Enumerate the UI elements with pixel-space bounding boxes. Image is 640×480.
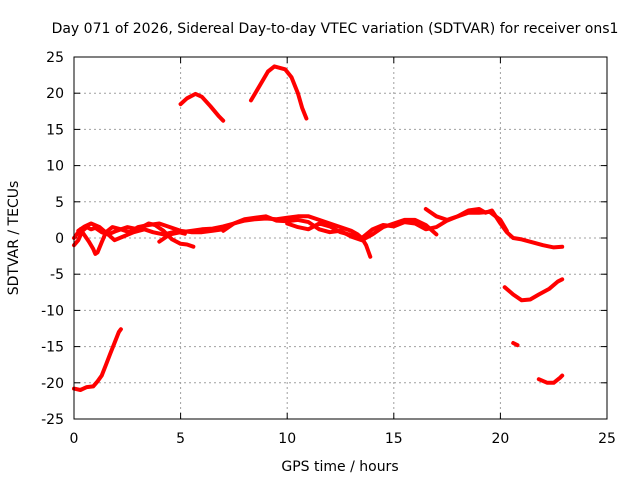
series-line-late-base: [423, 207, 565, 250]
series-line-base-f: [285, 209, 509, 240]
x-tick-label: 10: [278, 431, 296, 447]
x-tick-label: 15: [385, 431, 403, 447]
y-tick-label: -10: [41, 303, 64, 319]
series-line-base-d: [157, 214, 373, 259]
y-tick-label: 5: [55, 195, 64, 211]
series-line-late-low: [536, 373, 565, 385]
y-tick-labels: -25 -20 -15 -10 -5 0 5 10 15 20 25: [41, 50, 64, 428]
y-tick-label: 20: [46, 86, 64, 102]
y-tick-label: -15: [41, 340, 64, 356]
x-tick-label: 0: [70, 431, 79, 447]
data-series: [72, 64, 565, 392]
series-line-base-c: [76, 221, 187, 243]
x-tick-labels: 0 5 10 15 20 25: [70, 431, 616, 447]
x-tick-label: 20: [491, 431, 509, 447]
y-axis-label: SDTVAR / TECUs: [6, 181, 22, 296]
y-tick-label: 0: [55, 231, 64, 247]
x-tick-label: 25: [598, 431, 616, 447]
y-tick-label: -20: [41, 376, 64, 392]
series-line-late-dip: [502, 277, 565, 303]
y-tick-label: 25: [46, 50, 64, 66]
y-tick-label: 10: [46, 159, 64, 175]
x-axis-label: GPS time / hours: [281, 459, 398, 475]
grid-lines: [74, 57, 607, 419]
series-line-early-rise: [72, 327, 123, 392]
series-line-late-short: [511, 341, 520, 348]
series-line-mid-arc-2: [249, 64, 309, 121]
y-tick-label: -25: [41, 412, 64, 428]
plot-frame: [73, 56, 608, 420]
x-tick-label: 5: [176, 431, 185, 447]
series-line-base-e: [221, 214, 439, 243]
chart-title: Day 071 of 2026, Sidereal Day-to-day VTE…: [52, 21, 619, 37]
y-tick-label: -5: [50, 267, 64, 283]
y-tick-label: 15: [46, 122, 64, 138]
series-line-mid-arc-1: [178, 91, 226, 123]
